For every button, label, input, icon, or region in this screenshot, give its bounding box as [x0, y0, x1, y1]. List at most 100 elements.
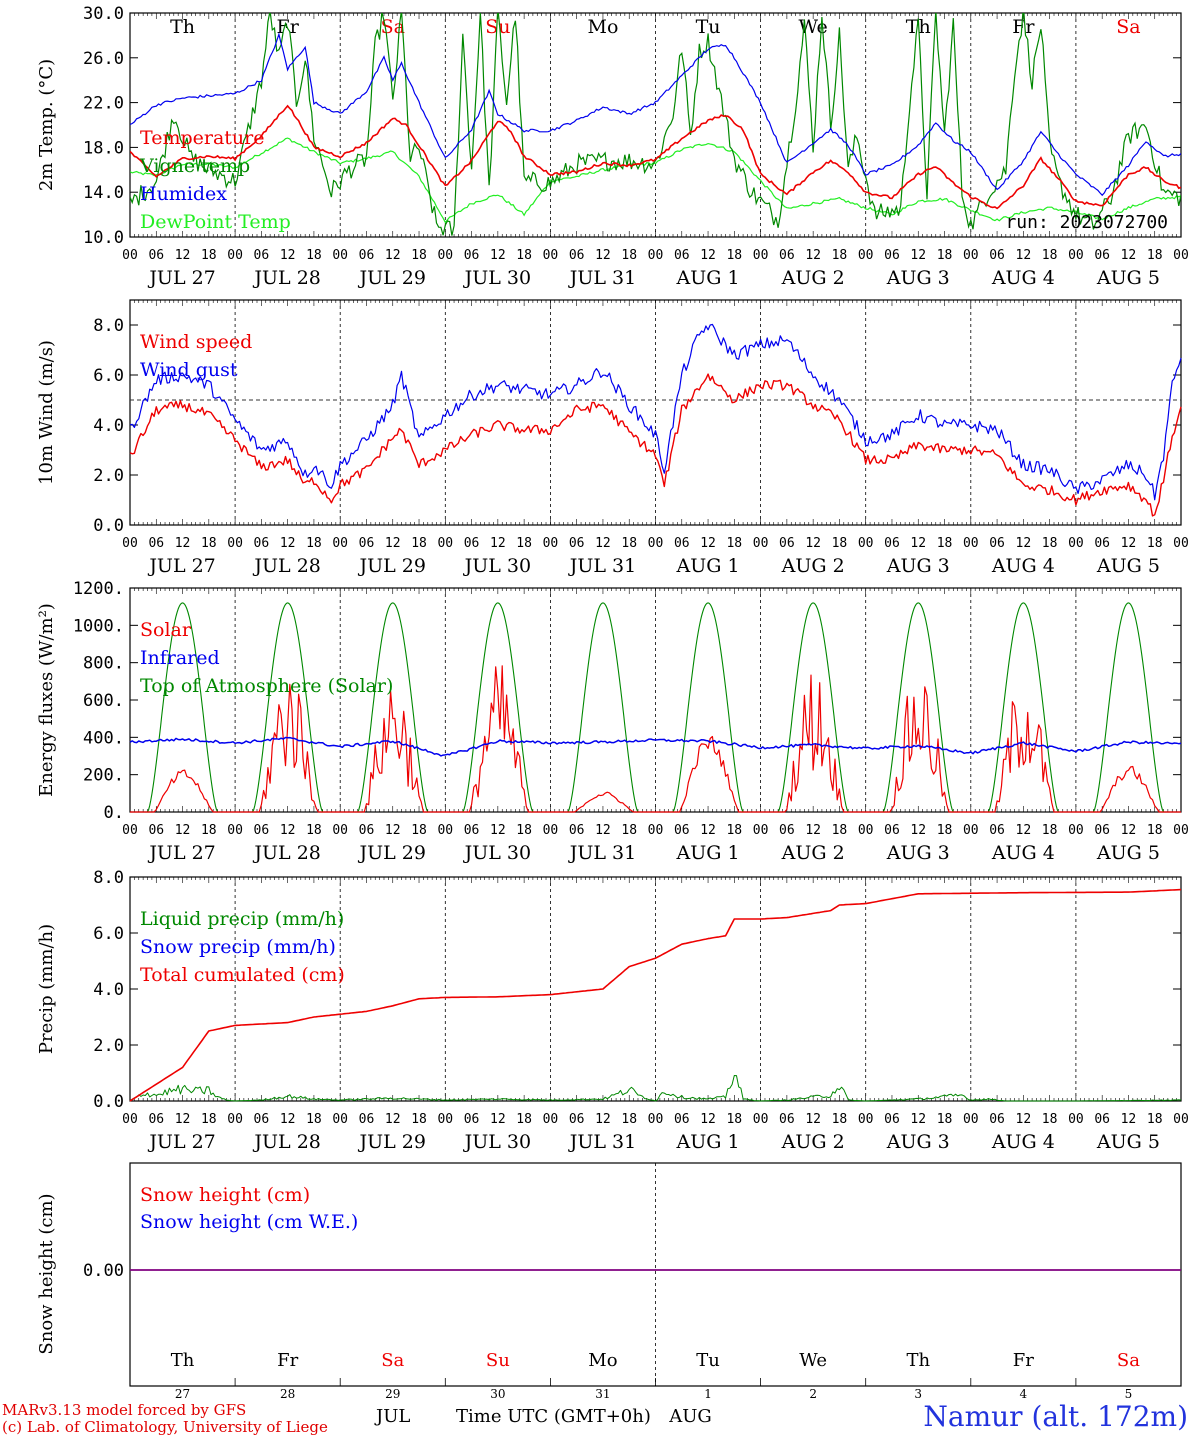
energy-panel-hour-label: 12: [910, 823, 926, 838]
wind-panel-hour-label: 06: [674, 536, 690, 551]
temp-panel-hour-label: 06: [148, 248, 164, 263]
precip-panel-hour-label: 12: [910, 1112, 926, 1127]
wind-panel-date-label: JUL 29: [358, 555, 426, 577]
energy-panel-hour-label: 12: [490, 823, 506, 838]
energy-panel-hour-label: 06: [254, 823, 270, 838]
precip-panel-hour-label: 00: [753, 1112, 769, 1127]
energy-panel-hour-label: 18: [306, 823, 322, 838]
precip-legend-2: Total cumulated (cm): [140, 964, 345, 986]
wind-panel-hour-label: 00: [227, 536, 243, 551]
wind-panel-hour-label: 00: [332, 536, 348, 551]
temp-panel-hour-label: 18: [306, 248, 322, 263]
temp-panel-hour-label: 00: [858, 248, 874, 263]
energy-panel-hour-label: 06: [884, 823, 900, 838]
snow-weekday-label: Fr: [1013, 1350, 1034, 1371]
wind-panel-hour-label: 00: [963, 536, 979, 551]
time-axis-title: Time UTC (GMT+0h): [456, 1406, 651, 1427]
precip-legend-0: Liquid precip (mm/h): [140, 908, 344, 930]
snow-weekday-label: Sa: [1117, 1350, 1140, 1371]
temp-panel-date-label: JUL 30: [463, 267, 531, 289]
energy-panel-hour-label: 12: [385, 823, 401, 838]
weekday-label: Mo: [587, 16, 618, 38]
wind-panel-hour-label: 12: [1121, 536, 1137, 551]
wind-panel-hour-label: 06: [989, 536, 1005, 551]
temp-panel-frame: [129, 12, 1182, 238]
energy-panel-date-label: AUG 1: [676, 842, 740, 864]
temp-panel-hour-label: 12: [805, 248, 821, 263]
precip-panel-ytick-label: 6.0: [93, 924, 124, 944]
energy-panel-date-label: AUG 3: [886, 842, 950, 864]
energy-panel-hour-label: 12: [1016, 823, 1032, 838]
energy-panel-date-label: AUG 5: [1096, 842, 1160, 864]
wind-panel-date-label: AUG 3: [886, 555, 950, 577]
temp-panel-hour-label: 00: [122, 248, 138, 263]
snow-weekday-label: We: [799, 1350, 827, 1371]
infrared-line: [129, 736, 1182, 757]
wind-panel-hour-label: 06: [254, 536, 270, 551]
wind-panel-hour-label: 18: [832, 536, 848, 551]
precip-panel-hour-label: 12: [805, 1112, 821, 1127]
snow-weekday-label: Sa: [381, 1350, 404, 1371]
energy-panel-date-label: JUL 29: [358, 842, 426, 864]
energy-panel-ytick-label: 800.: [83, 654, 124, 674]
wind-panel-ytick-label: 4.0: [93, 416, 124, 436]
wind-panel-ytick-label: 0.0: [93, 516, 124, 536]
energy-panel-hour-label: 18: [1147, 823, 1163, 838]
snow-weekday-label: Fr: [277, 1350, 298, 1371]
temp-panel-date-label: JUL 28: [252, 267, 320, 289]
total-cumulated-line: [129, 888, 1182, 1102]
temp-panel-hour-label: 18: [937, 248, 953, 263]
wind-panel-hour-label: 12: [700, 536, 716, 551]
temp-panel-hour-label: 18: [1147, 248, 1163, 263]
wind-panel-ylabel: 10m Wind (m/s): [36, 340, 57, 485]
wind-panel-hour-label: 00: [1068, 536, 1084, 551]
wind-panel-date-label: AUG 4: [991, 555, 1055, 577]
temp-panel-hour-label: 12: [385, 248, 401, 263]
wind-panel-hour-label: 18: [411, 536, 427, 551]
energy-panel-hour-label: 18: [832, 823, 848, 838]
precip-panel-date-label: JUL 31: [568, 1131, 636, 1153]
wind-panel-date-label: JUL 28: [252, 555, 320, 577]
precip-panel-hour-label: 12: [490, 1112, 506, 1127]
precip-panel-date-label: AUG 5: [1096, 1131, 1160, 1153]
energy-panel-hour-label: 18: [1042, 823, 1058, 838]
wind-panel-date-label: AUG 2: [781, 555, 845, 577]
wind-panel-hour-label: 06: [148, 536, 164, 551]
temp-panel-hour-label: 12: [490, 248, 506, 263]
day-number-label: 27: [175, 1387, 190, 1401]
energy-panel-ytick-label: 600.: [83, 691, 124, 711]
wind-panel-hour-label: 12: [595, 536, 611, 551]
weekday-label: Su: [485, 16, 510, 38]
wind-panel-hour-label: 12: [910, 536, 926, 551]
temp-panel-ytick-label: 30.0: [83, 4, 124, 24]
wind-panel-hour-label: 06: [569, 536, 585, 551]
day-number-label: 2: [809, 1387, 817, 1401]
wind-panel-hour-label: 12: [280, 536, 296, 551]
energy-panel-hour-label: 00: [332, 823, 348, 838]
wind-panel-hour-label: 12: [175, 536, 191, 551]
month-label: JUL: [376, 1406, 411, 1427]
temp-line-red: [130, 104, 1181, 210]
energy-panel-hour-label: 06: [148, 823, 164, 838]
precip-panel-hour-label: 06: [1094, 1112, 1110, 1127]
precip-panel-ytick-label: 8.0: [93, 868, 124, 888]
precip-panel-hour-label: 06: [884, 1112, 900, 1127]
energy-panel-hour-label: 00: [1173, 823, 1189, 838]
temp-panel-hour-label: 18: [621, 248, 637, 263]
temp-panel-hour-label: 06: [359, 248, 375, 263]
wind-panel-hour-label: 00: [753, 536, 769, 551]
energy-legend-2: Top of Atmosphere (Solar): [140, 675, 393, 697]
precip-panel-date-label: AUG 1: [676, 1131, 740, 1153]
precip-panel-hour-label: 00: [122, 1112, 138, 1127]
energy-panel-hour-label: 00: [648, 823, 664, 838]
precip-panel-hour-label: 12: [175, 1112, 191, 1127]
wind-panel-hour-label: 18: [306, 536, 322, 551]
temp-panel-hour-label: 12: [1016, 248, 1032, 263]
precip-legend-1: Snow precip (mm/h): [140, 936, 336, 958]
precip-panel-hour-label: 06: [359, 1112, 375, 1127]
energy-legend-0: Solar: [140, 619, 192, 641]
energy-panel-ytick-label: 200.: [83, 766, 124, 786]
precip-panel-date-label: AUG 3: [886, 1131, 950, 1153]
temp-panel-hour-label: 00: [648, 248, 664, 263]
wind-panel-hour-label: 18: [621, 536, 637, 551]
